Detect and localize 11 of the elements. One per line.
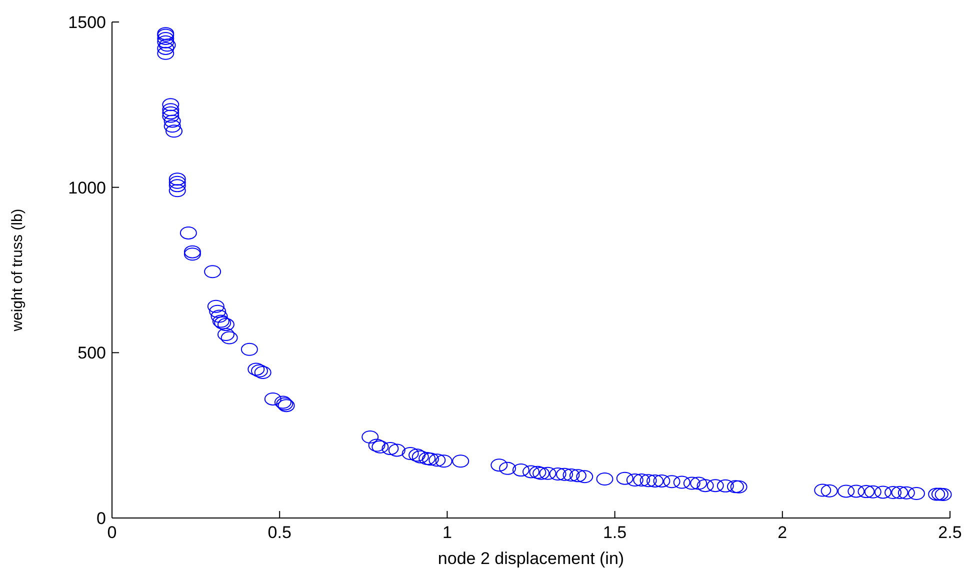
x-tick-label: 2.5 [938, 523, 962, 542]
x-tick-label: 1 [442, 523, 452, 542]
y-tick-label: 1500 [68, 12, 106, 32]
x-axis-title: node 2 displacement (in) [438, 549, 624, 568]
x-tick-label: 2 [778, 523, 788, 542]
x-tick-label: 0.5 [268, 523, 292, 542]
y-tick-label: 0 [96, 508, 106, 528]
y-tick-label: 500 [78, 344, 106, 363]
x-tick-label: 1.5 [602, 523, 627, 542]
y-tick-label: 1000 [68, 178, 106, 198]
y-axis-title: weight of truss (lb) [9, 208, 26, 332]
